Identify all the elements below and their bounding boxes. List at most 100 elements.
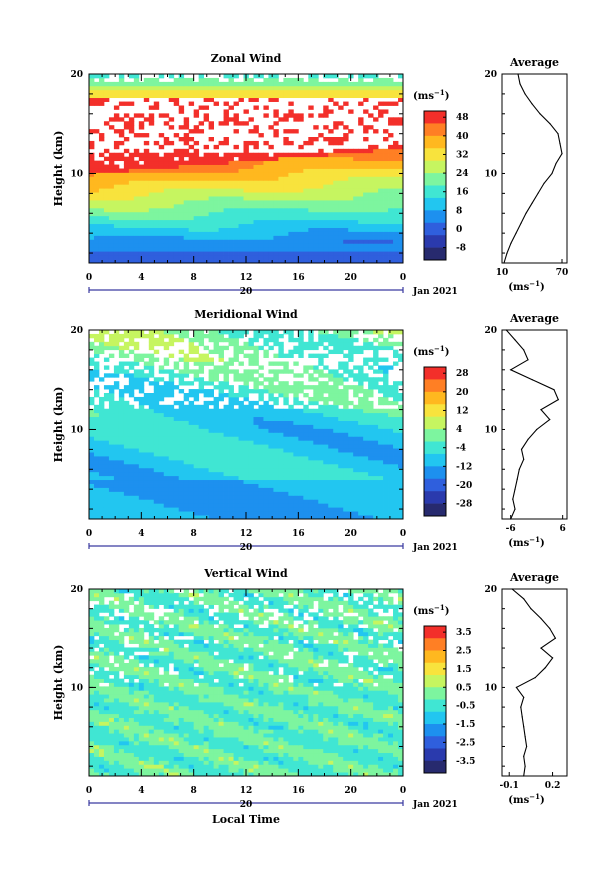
meridional-cell bbox=[308, 452, 313, 456]
zonal-cell bbox=[159, 251, 164, 255]
meridional-cell bbox=[338, 421, 343, 425]
meridional-cell bbox=[199, 491, 204, 495]
meridional-cell bbox=[124, 405, 129, 409]
meridional-cell bbox=[204, 464, 209, 468]
zonal-cell bbox=[184, 82, 189, 86]
meridional-cell bbox=[363, 456, 368, 460]
zonal-cell bbox=[109, 232, 114, 236]
zonal-cell bbox=[278, 243, 283, 247]
meridional-cell bbox=[139, 373, 144, 377]
meridional-cell bbox=[363, 338, 368, 342]
zonal-cell bbox=[253, 141, 258, 145]
meridional-cell bbox=[253, 409, 258, 413]
meridional-cell bbox=[248, 511, 253, 515]
profile-point bbox=[515, 233, 516, 234]
zonal-cell bbox=[258, 169, 263, 173]
meridional-cell bbox=[114, 432, 119, 436]
zonal-cell bbox=[348, 176, 353, 180]
meridional-cell bbox=[358, 417, 363, 421]
meridional-cell bbox=[189, 381, 194, 385]
zonal-cell bbox=[209, 208, 214, 212]
meridional-cell bbox=[174, 460, 179, 464]
colorbar-swatch bbox=[424, 173, 446, 186]
profile-unit: (ms−1) bbox=[508, 279, 544, 293]
meridional-cell bbox=[308, 385, 313, 389]
zonal-cell bbox=[189, 196, 194, 200]
zonal-cell bbox=[244, 161, 249, 165]
zonal-cell bbox=[114, 172, 119, 176]
meridional-cell bbox=[353, 338, 358, 342]
meridional-cell bbox=[388, 444, 393, 448]
zonal-cell bbox=[119, 90, 124, 94]
zonal-cell bbox=[328, 216, 333, 220]
meridional-cell bbox=[144, 488, 149, 492]
meridional-cell bbox=[224, 330, 229, 334]
zonal-cell bbox=[214, 212, 219, 216]
zonal-cell bbox=[333, 192, 338, 196]
meridional-cell bbox=[343, 389, 348, 393]
zonal-cell bbox=[353, 235, 358, 239]
zonal-cell bbox=[124, 216, 129, 220]
meridional-cell bbox=[169, 436, 174, 440]
meridional-cell bbox=[204, 472, 209, 476]
meridional-cell bbox=[288, 354, 293, 358]
zonal-cell bbox=[388, 157, 393, 161]
zonal-cell bbox=[378, 220, 383, 224]
zonal-cell bbox=[368, 176, 373, 180]
zonal-cell bbox=[393, 169, 398, 173]
meridional-cell bbox=[179, 507, 184, 511]
zonal-cell bbox=[353, 247, 358, 251]
meridional-cell bbox=[124, 354, 129, 358]
zonal-cell bbox=[224, 169, 229, 173]
meridional-cell bbox=[104, 413, 109, 417]
zonal-cell bbox=[263, 247, 268, 251]
meridional-cell bbox=[338, 334, 343, 338]
zonal-cell bbox=[268, 125, 273, 129]
meridional-cell bbox=[109, 460, 114, 464]
meridional-cell bbox=[99, 488, 104, 492]
zonal-cell bbox=[363, 208, 368, 212]
meridional-cell bbox=[273, 436, 278, 440]
meridional-cell bbox=[358, 468, 363, 472]
zonal-cell bbox=[154, 153, 159, 157]
meridional-cell bbox=[99, 507, 104, 511]
zonal-cell bbox=[338, 255, 343, 259]
meridional-cell bbox=[383, 480, 388, 484]
meridional-cell bbox=[288, 460, 293, 464]
zonal-cell bbox=[343, 251, 348, 255]
meridional-cell bbox=[169, 507, 174, 511]
meridional-cell bbox=[199, 432, 204, 436]
meridional-cell bbox=[169, 409, 174, 413]
zonal-cell bbox=[119, 157, 124, 161]
meridional-cell bbox=[393, 350, 398, 354]
meridional-cell bbox=[229, 472, 234, 476]
meridional-cell bbox=[114, 409, 119, 413]
meridional-cell bbox=[189, 456, 194, 460]
zonal-cell bbox=[343, 78, 348, 82]
meridional-cell bbox=[253, 480, 258, 484]
meridional-cell bbox=[99, 452, 104, 456]
meridional-cell bbox=[298, 491, 303, 495]
meridional-cell bbox=[164, 409, 169, 413]
meridional-cell bbox=[258, 365, 263, 369]
meridional-cell bbox=[159, 468, 164, 472]
meridional-cell bbox=[353, 495, 358, 499]
meridional-cell bbox=[353, 428, 358, 432]
zonal-cell bbox=[144, 235, 149, 239]
zonal-cell bbox=[159, 239, 164, 243]
zonal-cell bbox=[278, 184, 283, 188]
zonal-cell bbox=[219, 216, 224, 220]
zonal-cell bbox=[224, 157, 229, 161]
zonal-cell bbox=[164, 165, 169, 169]
zonal-cell bbox=[313, 125, 318, 129]
meridional-cell bbox=[263, 507, 268, 511]
meridional-cell bbox=[154, 421, 159, 425]
zonal-cell bbox=[308, 239, 313, 243]
zonal-cell bbox=[353, 228, 358, 232]
meridional-cell bbox=[234, 452, 239, 456]
meridional-cell bbox=[253, 381, 258, 385]
zonal-cell bbox=[99, 235, 104, 239]
zonal-cell bbox=[169, 224, 174, 228]
zonal-cell bbox=[89, 145, 94, 149]
meridional-cell bbox=[368, 491, 373, 495]
